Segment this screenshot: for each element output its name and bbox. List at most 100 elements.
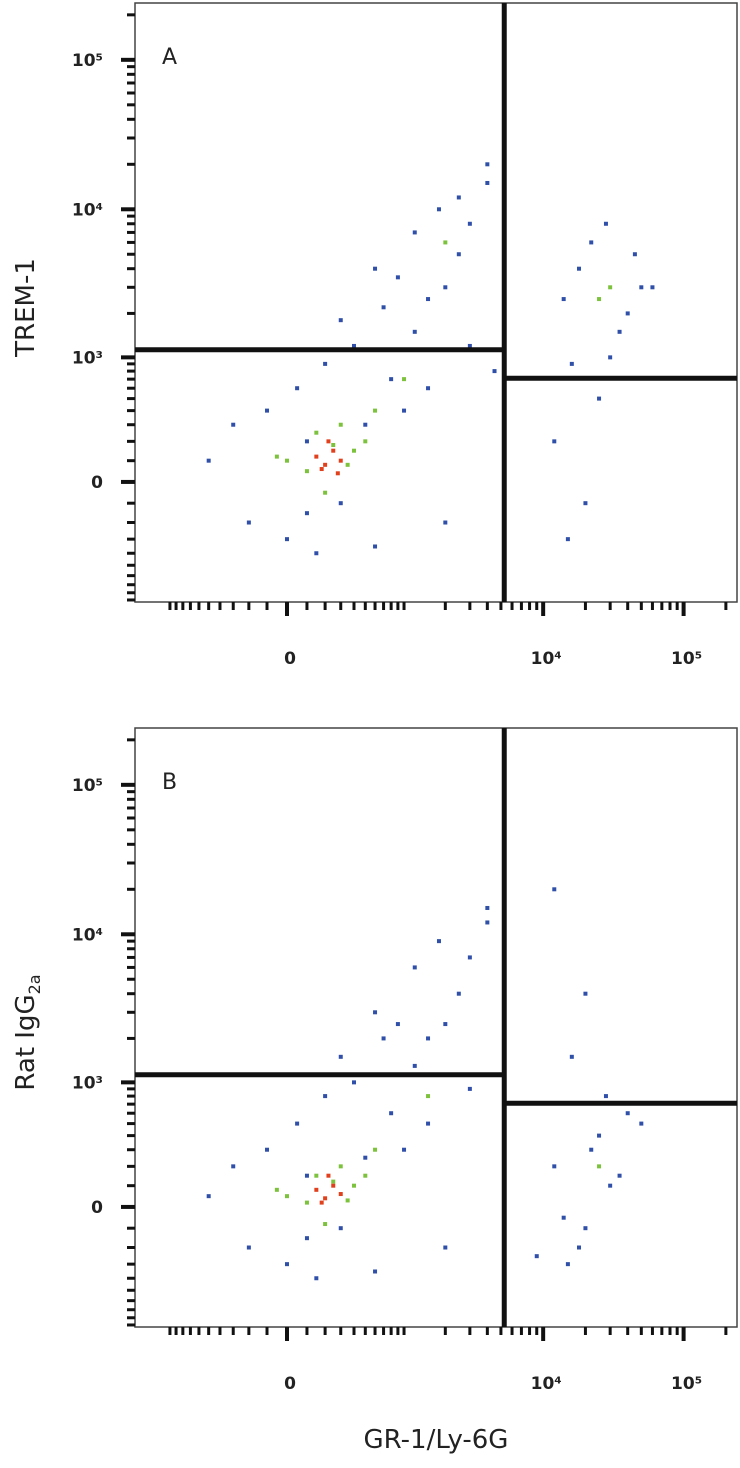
event-point <box>603 1094 608 1099</box>
y-tick-label: 10³ <box>72 1073 103 1093</box>
event-point <box>632 252 637 257</box>
y-axis-title: Rat IgG2a <box>11 974 44 1090</box>
y-tick-label: 10³ <box>72 348 103 368</box>
event-point <box>338 1054 343 1059</box>
y-tick-label: 10⁴ <box>72 925 103 945</box>
event-point <box>284 458 289 463</box>
event-point <box>589 240 594 245</box>
x-axis-title: GR-1/Ly-6G <box>364 1425 509 1455</box>
event-point <box>231 422 236 427</box>
panel-label: B <box>162 770 177 795</box>
event-point <box>577 1245 582 1250</box>
x-tick-label: 0 <box>284 1374 296 1394</box>
event-point <box>456 252 461 257</box>
event-point <box>351 1080 356 1085</box>
event-point <box>426 1121 431 1126</box>
event-point <box>436 939 441 944</box>
y-axis-title: TREM-1 <box>11 258 41 358</box>
event-point <box>363 422 368 427</box>
y-axis-title-main: TREM-1 <box>11 258 41 358</box>
y-tick-label: 10⁴ <box>72 200 103 220</box>
event-point <box>246 1245 251 1250</box>
event-point <box>485 920 490 925</box>
event-point <box>323 490 328 495</box>
event-point <box>412 1063 417 1068</box>
event-point <box>639 285 644 290</box>
y-axis-title-sub: 2a <box>25 974 44 994</box>
event-point <box>323 1094 328 1099</box>
event-point <box>331 1183 336 1188</box>
event-point <box>345 1198 350 1203</box>
event-point <box>338 501 343 506</box>
event-point <box>326 439 331 444</box>
event-point <box>583 1226 588 1231</box>
event-point <box>314 1173 319 1178</box>
event-point <box>597 1133 602 1138</box>
event-point <box>304 469 309 474</box>
event-point <box>443 240 448 245</box>
event-point <box>323 1222 328 1227</box>
event-point <box>338 1226 343 1231</box>
event-point <box>373 1269 378 1274</box>
event-point <box>363 1173 368 1178</box>
event-point <box>426 386 431 391</box>
event-point <box>351 343 356 348</box>
x-tick-label: 10⁵ <box>671 1374 702 1394</box>
event-point <box>443 285 448 290</box>
event-point <box>577 266 582 271</box>
event-point <box>274 454 279 459</box>
event-point <box>326 1173 331 1178</box>
event-point <box>492 369 497 374</box>
event-point <box>426 1094 431 1099</box>
event-point <box>402 377 407 382</box>
event-point <box>331 1179 336 1184</box>
event-point <box>561 1215 566 1220</box>
event-point <box>389 1111 394 1116</box>
event-point <box>335 471 340 476</box>
event-point <box>443 520 448 525</box>
event-point <box>597 1164 602 1169</box>
event-point <box>373 266 378 271</box>
event-point <box>338 422 343 427</box>
y-axis-title-main: Rat IgG <box>11 994 41 1090</box>
event-point <box>565 537 570 542</box>
event-point <box>338 458 343 463</box>
event-point <box>552 439 557 444</box>
event-point <box>412 965 417 970</box>
event-point <box>402 1147 407 1152</box>
event-point <box>338 318 343 323</box>
event-point <box>206 1194 211 1199</box>
event-point <box>467 1086 472 1091</box>
event-point <box>363 1155 368 1160</box>
panel-label: A <box>162 45 177 70</box>
event-point <box>338 1192 343 1197</box>
event-point <box>426 297 431 302</box>
plot-frame <box>134 2 738 603</box>
event-point <box>284 1194 289 1199</box>
y-tick-label: 0 <box>91 1198 103 1218</box>
event-point <box>608 355 613 360</box>
event-point <box>304 1236 309 1241</box>
y-tick-label: 10⁵ <box>72 776 103 796</box>
event-point <box>274 1187 279 1192</box>
event-point <box>467 221 472 226</box>
event-point <box>284 537 289 542</box>
event-point <box>402 408 407 413</box>
event-point <box>443 1245 448 1250</box>
x-tick-label: 10⁵ <box>671 649 702 669</box>
event-point <box>351 448 356 453</box>
event-point <box>363 439 368 444</box>
event-point <box>373 1147 378 1152</box>
event-point <box>304 511 309 516</box>
event-point <box>617 1173 622 1178</box>
event-point <box>412 230 417 235</box>
event-point <box>569 361 574 366</box>
event-point <box>373 408 378 413</box>
event-point <box>338 1164 343 1169</box>
event-point <box>314 1187 319 1192</box>
event-point <box>265 1147 270 1152</box>
x-tick-label: 0 <box>284 649 296 669</box>
event-point <box>650 285 655 290</box>
event-point <box>381 305 386 310</box>
